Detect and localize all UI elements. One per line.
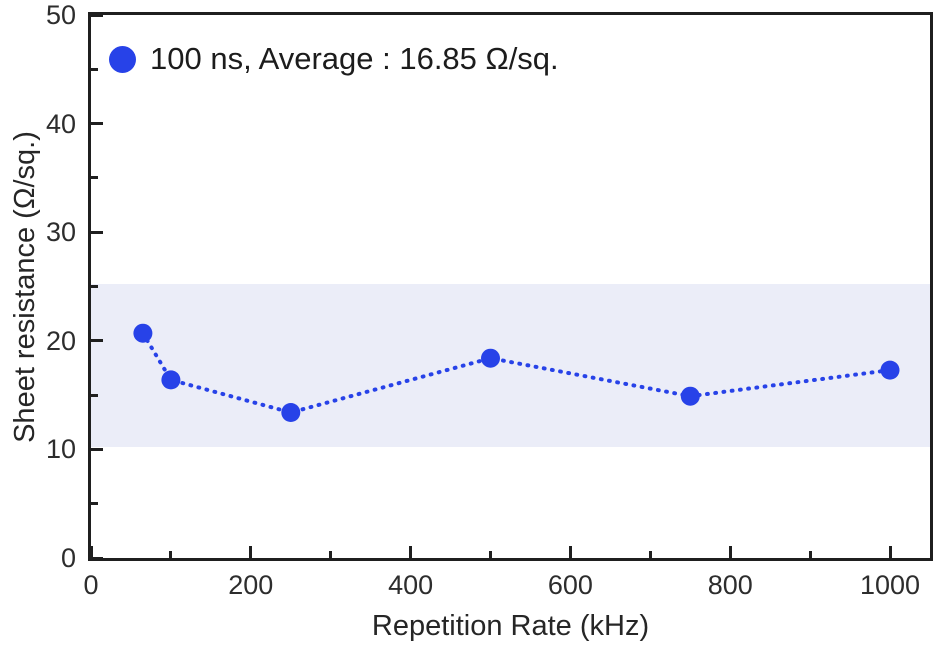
data-point bbox=[281, 403, 301, 422]
x-tick-label: 800 bbox=[707, 570, 753, 600]
y-minor-tick bbox=[91, 176, 98, 180]
x-major-tick bbox=[249, 546, 253, 558]
x-minor-tick bbox=[169, 551, 173, 558]
x-tick-label: 200 bbox=[228, 570, 274, 600]
series-line bbox=[140, 331, 892, 415]
x-axis-title: Repetition Rate (kHz) bbox=[371, 610, 650, 642]
x-tick-label: 400 bbox=[388, 570, 434, 600]
y-major-tick bbox=[91, 13, 103, 17]
plot-area: 100 ns, Average : 16.85 Ω/sq. bbox=[88, 12, 933, 561]
x-tick-label: 0 bbox=[83, 570, 99, 600]
x-minor-tick bbox=[489, 551, 493, 558]
data-point bbox=[481, 348, 500, 368]
x-tick-label: 600 bbox=[547, 570, 593, 600]
y-tick-label: 50 bbox=[45, 0, 76, 30]
y-tick-label: 40 bbox=[45, 108, 76, 139]
x-tick-label: 1000 bbox=[860, 570, 921, 600]
y-major-tick bbox=[91, 339, 103, 343]
legend-label: 100 ns, Average : 16.85 Ω/sq. bbox=[150, 41, 559, 76]
data-point bbox=[133, 323, 153, 343]
x-major-tick bbox=[888, 546, 892, 558]
legend: 100 ns, Average : 16.85 Ω/sq. bbox=[109, 41, 559, 77]
y-major-tick bbox=[91, 447, 103, 451]
x-minor-tick bbox=[329, 551, 333, 558]
y-minor-tick bbox=[91, 285, 98, 288]
y-minor-tick bbox=[91, 67, 98, 71]
data-point bbox=[161, 370, 181, 390]
series-svg bbox=[133, 323, 900, 422]
data-point bbox=[680, 386, 700, 406]
x-major-tick bbox=[568, 546, 572, 558]
y-major-tick bbox=[91, 556, 103, 560]
y-major-tick bbox=[91, 122, 103, 126]
x-major-tick bbox=[89, 546, 93, 558]
x-major-tick bbox=[728, 546, 732, 558]
y-tick-label: 0 bbox=[60, 543, 76, 573]
y-major-tick bbox=[91, 230, 103, 234]
legend-marker-icon bbox=[109, 45, 136, 73]
x-minor-tick bbox=[648, 551, 652, 558]
y-minor-tick bbox=[91, 502, 98, 506]
data-point bbox=[880, 360, 900, 380]
y-tick-label: 10 bbox=[45, 434, 76, 465]
x-major-tick bbox=[409, 546, 413, 558]
y-minor-tick bbox=[91, 393, 98, 397]
x-minor-tick bbox=[808, 551, 812, 558]
y-tick-label: 20 bbox=[45, 325, 76, 356]
y-axis-title: Sheet resistance (Ω/sq.) bbox=[9, 131, 41, 443]
y-tick-label: 30 bbox=[45, 217, 76, 248]
highlight-band bbox=[91, 284, 930, 448]
